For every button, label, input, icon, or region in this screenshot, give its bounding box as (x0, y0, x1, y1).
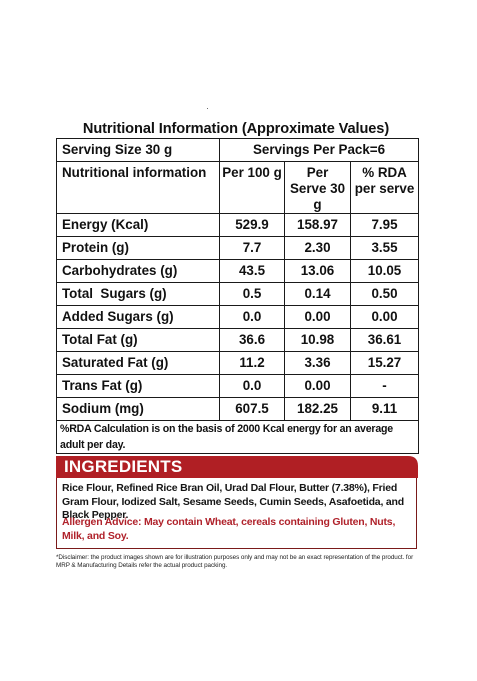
per-serve-value: 0.00 (284, 374, 351, 398)
rda-value: 9.11 (349, 397, 420, 421)
table-row: Saturated Fat (g) 11.2 3.36 15.27 (56, 351, 420, 375)
nutrient-name: Total Fat (g) (56, 328, 220, 352)
per-serve-value: 0.14 (284, 282, 351, 306)
per-serve-value: 0.00 (284, 305, 351, 329)
header-per-serve: Per Serve 30 g (284, 161, 351, 214)
per-100g-value: 529.9 (219, 213, 285, 237)
per-100g-value: 0.0 (219, 374, 285, 398)
serving-row: Serving Size 30 g Servings Per Pack=6 (56, 138, 420, 162)
footnote-row: %RDA Calculation is on the basis of 2000… (55, 420, 420, 454)
per-serve-value: 10.98 (284, 328, 351, 352)
per-100g-value: 11.2 (219, 351, 285, 375)
nutrient-name: Added Sugars (g) (56, 305, 220, 329)
ingredients-band-shape (56, 456, 418, 478)
rda-value: 10.05 (349, 259, 420, 283)
per-serve-value: 13.06 (284, 259, 351, 283)
rda-value: 7.95 (349, 213, 420, 237)
table-row: Energy (Kcal) 529.9 158.97 7.95 (56, 213, 420, 237)
nutrient-name: Trans Fat (g) (56, 374, 220, 398)
table-row: Protein (g) 7.7 2.30 3.55 (56, 236, 420, 260)
nutrient-name: Protein (g) (56, 236, 220, 260)
per-serve-value: 182.25 (284, 397, 351, 421)
serving-size: Serving Size 30 g (56, 138, 220, 162)
per-serve-value: 2.30 (284, 236, 351, 260)
table-row: Total Sugars (g) 0.5 0.14 0.50 (56, 282, 420, 306)
ingredients-header-band: INGREDIENTS (56, 456, 418, 478)
table-row: Total Fat (g) 36.6 10.98 36.61 (56, 328, 420, 352)
header-nutrient: Nutritional information (56, 161, 220, 214)
servings-per-pack: Servings Per Pack=6 (218, 138, 420, 162)
disclaimer-text: *Disclaimer: the product images shown ar… (56, 554, 414, 569)
table-row: Added Sugars (g) 0.0 0.00 0.00 (56, 305, 420, 329)
per-serve-value: 158.97 (284, 213, 351, 237)
per-100g-value: 7.7 (219, 236, 285, 260)
nutrition-title: Nutritional Information (Approximate Val… (82, 121, 390, 137)
nutrient-name: Sodium (mg) (56, 397, 220, 421)
nutrient-name: Total Sugars (g) (56, 282, 220, 306)
header-per-100g: Per 100 g (219, 161, 285, 214)
per-100g-value: 0.0 (219, 305, 285, 329)
per-100g-value: 36.6 (219, 328, 285, 352)
table-row: Sodium (mg) 607.5 182.25 9.11 (56, 397, 420, 421)
rda-footnote: %RDA Calculation is on the basis of 2000… (55, 420, 420, 454)
per-serve-value: 3.36 (284, 351, 351, 375)
ingredients-box: Rice Flour, Refined Rice Bran Oil, Urad … (56, 478, 417, 549)
rda-value: 3.55 (349, 236, 420, 260)
rda-value: - (349, 374, 420, 398)
per-100g-value: 607.5 (219, 397, 285, 421)
nutrition-table: Serving Size 30 g Servings Per Pack=6 Nu… (55, 138, 420, 454)
per-100g-value: 0.5 (219, 282, 285, 306)
nutrient-name: Saturated Fat (g) (56, 351, 220, 375)
decorative-dot: · (206, 103, 209, 113)
header-rda: % RDA per serve (349, 161, 420, 214)
table-row: Carbohydrates (g) 43.5 13.06 10.05 (56, 259, 420, 283)
rda-value: 36.61 (349, 328, 420, 352)
ingredients-title: INGREDIENTS (64, 457, 183, 476)
rda-value: 15.27 (349, 351, 420, 375)
per-100g-value: 43.5 (219, 259, 285, 283)
rda-value: 0.50 (349, 282, 420, 306)
ingredients-list: Rice Flour, Refined Rice Bran Oil, Urad … (62, 482, 404, 521)
nutrient-name: Carbohydrates (g) (56, 259, 220, 283)
table-row: Trans Fat (g) 0.0 0.00 - (56, 374, 420, 398)
header-row: Nutritional information Per 100 g Per Se… (56, 161, 420, 214)
allergen-advice: Allergen Advice: May contain Wheat, cere… (62, 516, 396, 542)
nutrient-name: Energy (Kcal) (56, 213, 220, 237)
rda-value: 0.00 (349, 305, 420, 329)
